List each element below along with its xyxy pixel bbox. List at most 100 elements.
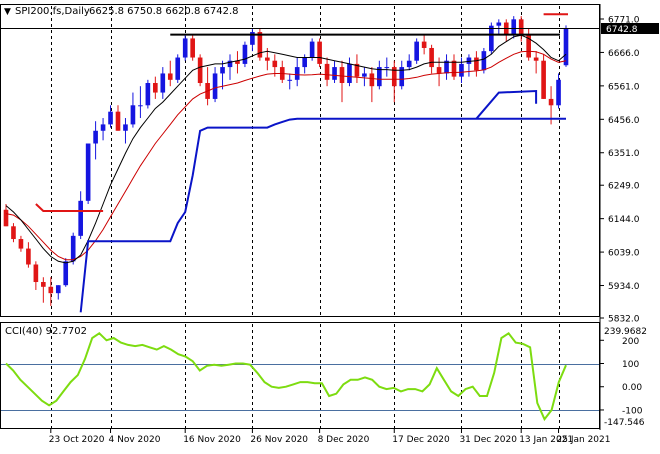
candle-body [287,79,293,81]
candle-body [451,60,457,77]
candle-body [496,22,502,26]
date-ticks: 23 Oct 2020 4 Nov 2020 16 Nov 2020 26 Nov 2… [49,429,610,445]
candle-body [48,286,54,294]
date-tick-label: 26 Nov 2020 [250,435,308,445]
candle-body [63,261,69,286]
candle-body [294,67,300,80]
cci-min-label: -147.546 [604,418,645,428]
candle-body [459,63,464,77]
candle-body [332,67,337,80]
candle-body [324,63,330,80]
candle-body [481,51,487,71]
candle-body [70,235,76,262]
cci-line [5,331,567,422]
ohlc-label: 6625.8 6750.8 6620.8 6742.8 [89,6,239,17]
candle-body [167,73,173,80]
candle-body [242,44,248,64]
candle-body [11,226,16,240]
date-tick-label: 23 Oct 2020 [49,435,105,445]
date-tick-label: 4 Nov 2020 [109,435,161,445]
candle-body [250,32,255,45]
candle-body [145,83,151,106]
candle-body [108,111,113,125]
sma-long-line [5,50,567,261]
candle-body [526,35,531,58]
date-tick-label: 17 Dec 2020 [392,435,450,445]
candle-body [175,57,181,80]
price-tick-label: 6249.0 [608,182,640,192]
main-panel [0,4,600,317]
candle-body [272,60,278,68]
cci-max-tag [601,326,659,336]
cci-panel [0,322,600,429]
candle-body [85,143,91,201]
date-tick-label: 31 Dec 2020 [459,435,517,445]
candle-body [339,67,345,84]
candle-body [78,200,83,236]
candle-body [115,111,121,131]
cci-tick-label: 0.00 [622,383,642,393]
candle-body [347,63,352,84]
candle-body [257,32,263,58]
candle-body [309,41,315,58]
candle-body [391,67,397,87]
sma-short-line [5,34,567,264]
cci-label: CCI(40) 92.7702 [5,326,87,337]
candle-body [518,19,524,36]
candle-body [429,47,434,68]
candle-body [369,73,375,87]
candle-body [100,124,106,131]
price-tick-label: 6561.0 [608,82,640,92]
candle-body [466,57,472,64]
cci-tick-label: 100 [622,360,639,370]
candle-body [354,63,360,77]
trailing-stop-late-line [475,89,538,120]
candle-body [444,60,449,74]
candle-body [160,73,166,93]
candle-body [130,105,136,125]
candle-body [384,67,390,69]
candle-body [220,67,225,74]
price-tick-label: 6144.0 [608,215,640,225]
candle-body [406,60,412,68]
candle-body [18,239,24,249]
candle-body [489,25,494,52]
candle-body [399,67,405,87]
symbol-label: SPI200.fs,Daily [15,6,90,17]
trailing-stop-line [79,117,566,313]
header-arrow-icon: ▼ [4,7,11,17]
moving-averages [5,34,567,313]
candle-body [421,41,427,48]
price-tick-label: 6666.0 [608,49,640,59]
candle-body [55,285,61,294]
price-tick-label: 5832.0 [608,315,640,325]
candle-body [212,73,218,99]
trailing-stop-upper-line [35,203,104,212]
cci-tick-label: 200 [622,337,639,347]
candle-body [227,60,233,68]
candle-body [556,79,561,106]
price-ticks: 6771.0 6666.0 6561.0 6456.0 6351.0 6249.0 6144… [600,16,640,325]
candle-body [362,73,367,77]
candle-body [414,41,419,61]
candle-body [3,209,9,227]
candle-body [377,67,382,87]
cci-tick-label: -100 [622,406,643,416]
candle-body [533,57,539,61]
candle-body [541,60,546,99]
candle-body [265,57,270,61]
price-tick-label: 5934.0 [608,282,640,292]
candle-body [190,38,195,58]
date-tick-label: 16 Nov 2020 [183,435,241,445]
date-tick-label: 8 Dec 2020 [318,435,370,445]
price-tick-label: 6771.0 [608,16,640,26]
candle-body [235,60,240,64]
price-tick-label: 6039.0 [608,249,640,259]
candle-body [41,282,46,287]
candle-body [474,57,479,71]
candle-body [153,83,158,93]
candle-body [123,124,128,131]
candle-body [302,57,307,68]
candle-body [26,248,31,265]
